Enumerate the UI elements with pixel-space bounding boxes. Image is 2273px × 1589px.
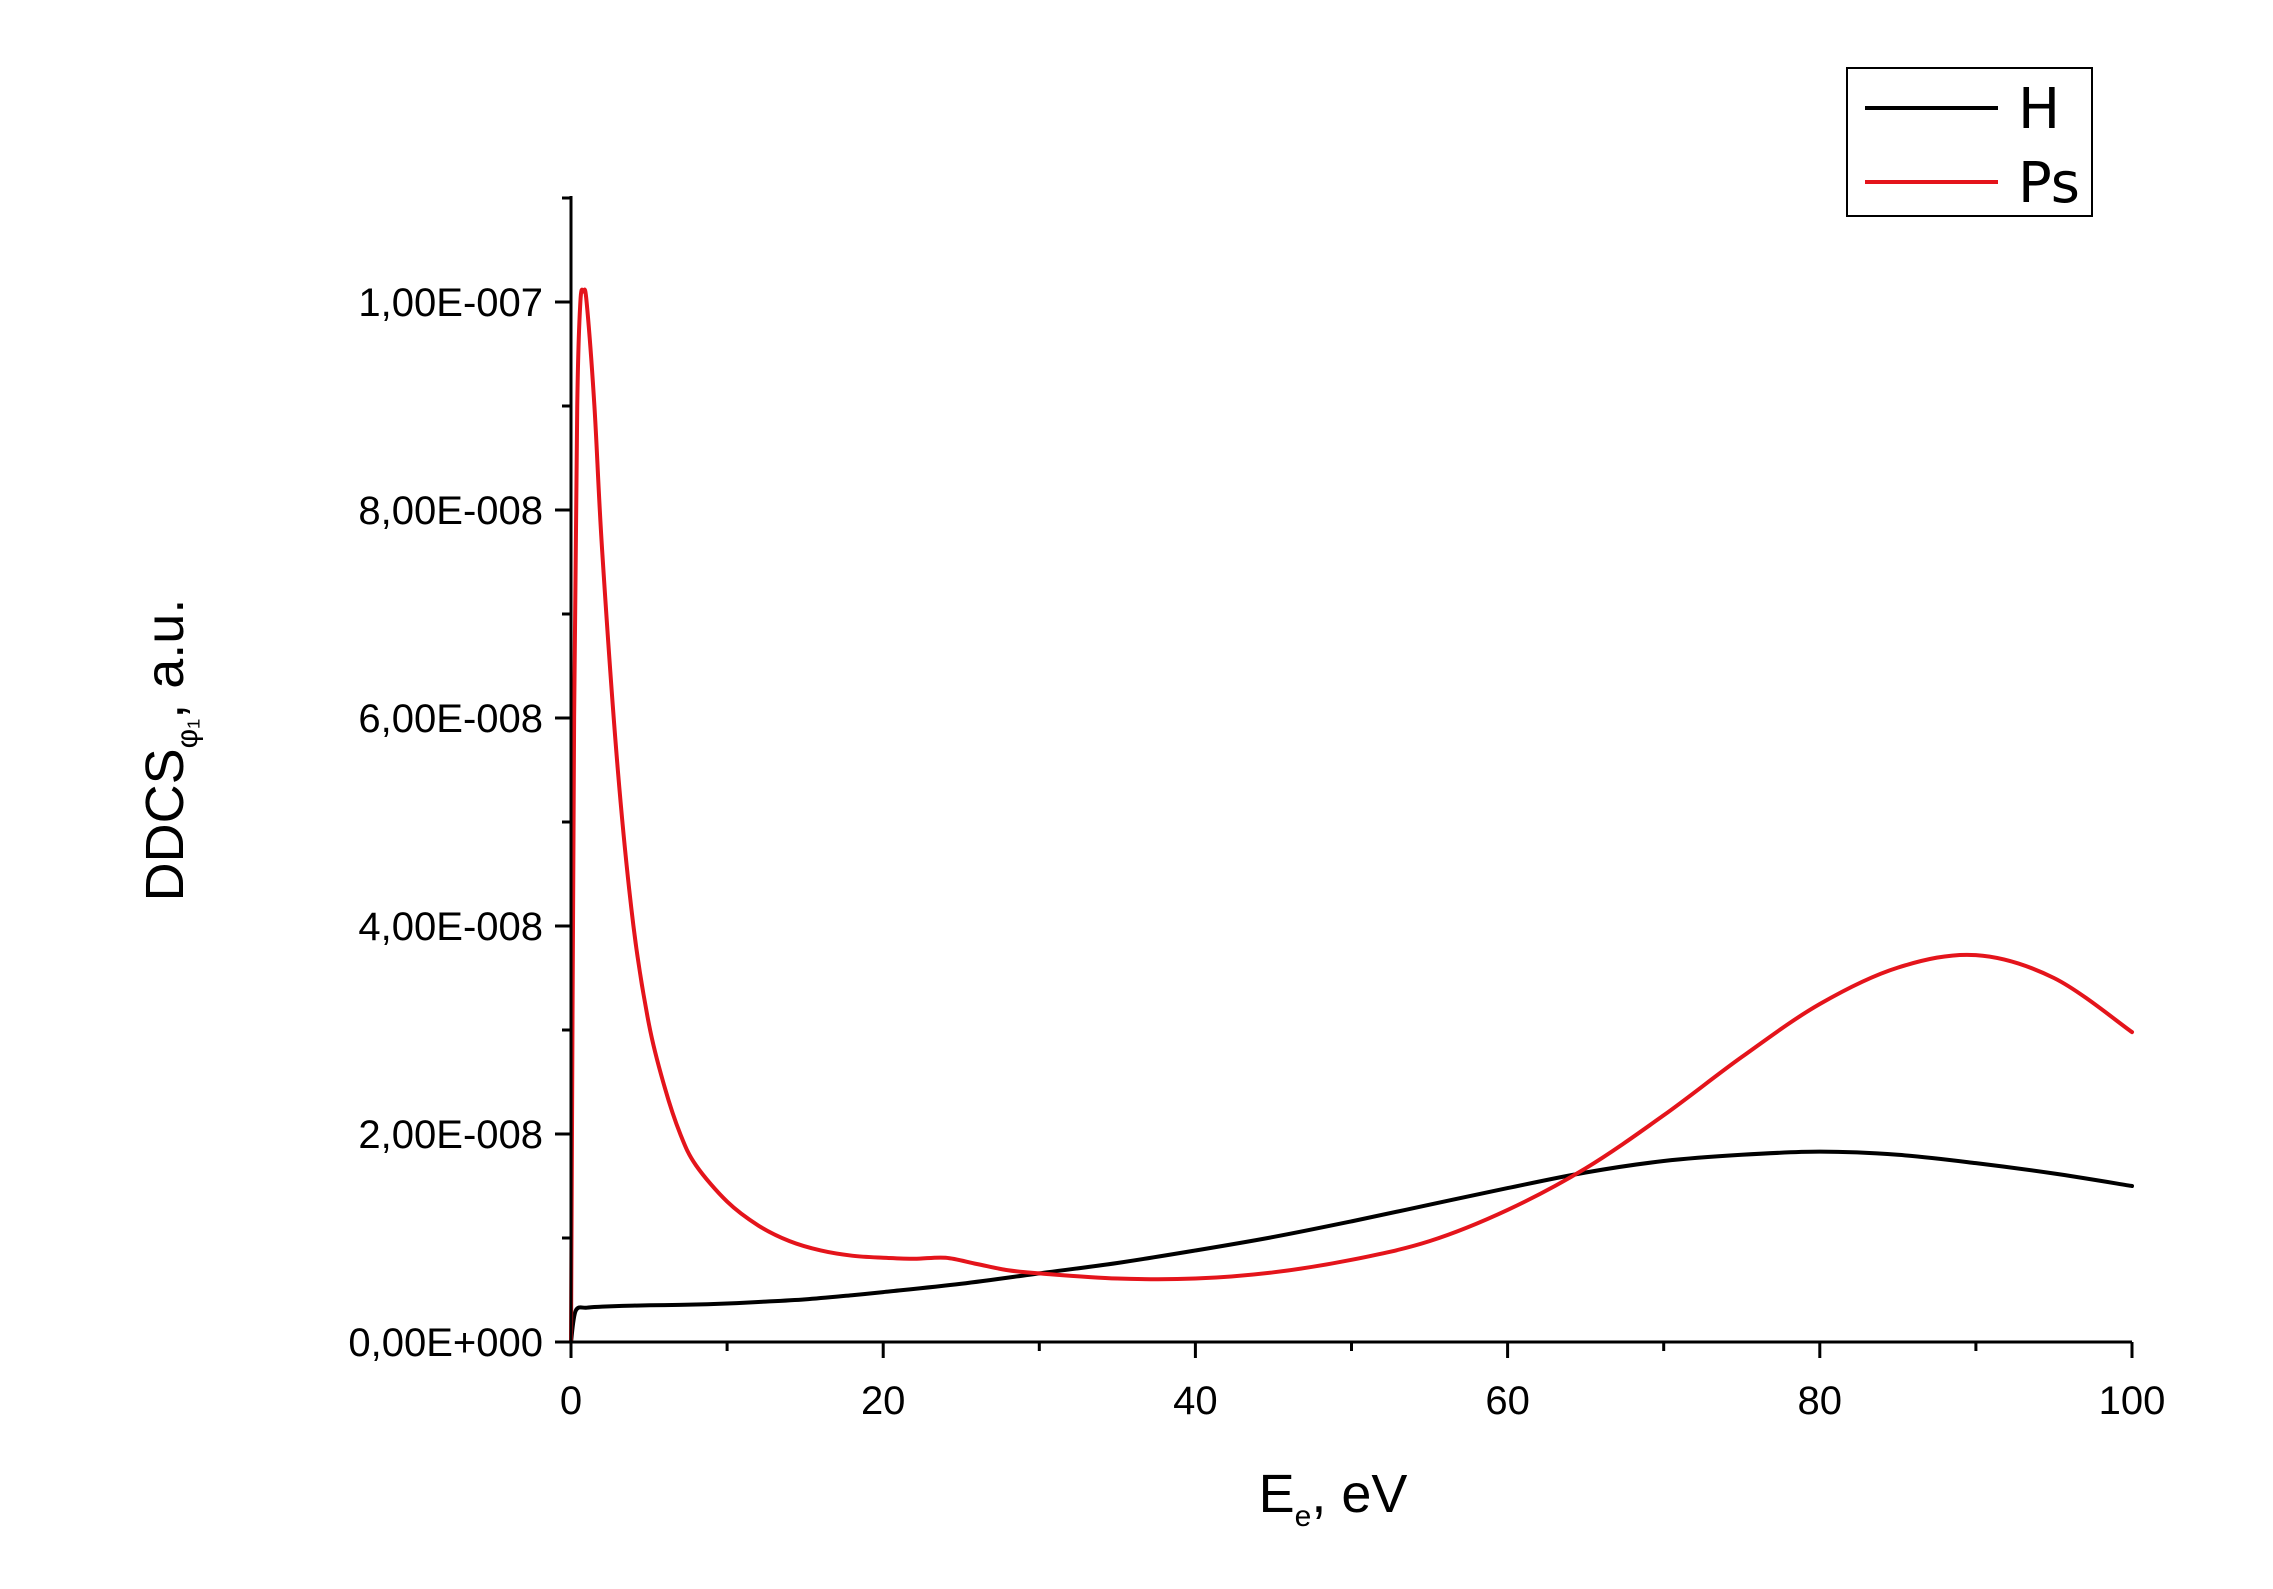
legend-box <box>1846 67 2093 217</box>
y-tick-label-2: 4,00E-008 <box>358 905 543 949</box>
series-line-h <box>569 1149 2134 1344</box>
y-tick-label-5: 1,00E-007 <box>358 281 543 325</box>
axes <box>569 196 2132 1344</box>
y-tick-label-4: 8,00E-008 <box>358 489 543 533</box>
x-tick-label-0: 0 <box>560 1379 582 1423</box>
x-tick-label-60: 60 <box>1485 1379 1530 1423</box>
x-tick-label-80: 80 <box>1798 1379 1843 1423</box>
ticks: 0 20 40 60 80 100 0,00E+000 2,00E-008 4,00E-008 6… <box>348 196 2166 1423</box>
series-layer <box>569 287 2134 1344</box>
y-tick-label-0: 0,00E+000 <box>348 1321 543 1365</box>
y-tick-label-3: 6,00E-008 <box>358 697 543 741</box>
y-axis-title: DDCSφ₁, a.u. <box>135 599 204 902</box>
x-tick-label-100: 100 <box>2099 1379 2166 1423</box>
legend-label-ps: Ps <box>2018 151 2080 216</box>
x-tick-label-20: 20 <box>861 1379 906 1423</box>
x-axis-title: Ee, eV <box>1259 1464 1408 1533</box>
legend-label-h: H <box>2018 77 2060 142</box>
series-line-ps <box>569 287 2134 1344</box>
y-tick-label-1: 2,00E-008 <box>358 1113 543 1157</box>
legend: H Ps <box>1846 67 2093 217</box>
x-tick-label-40: 40 <box>1173 1379 1218 1423</box>
